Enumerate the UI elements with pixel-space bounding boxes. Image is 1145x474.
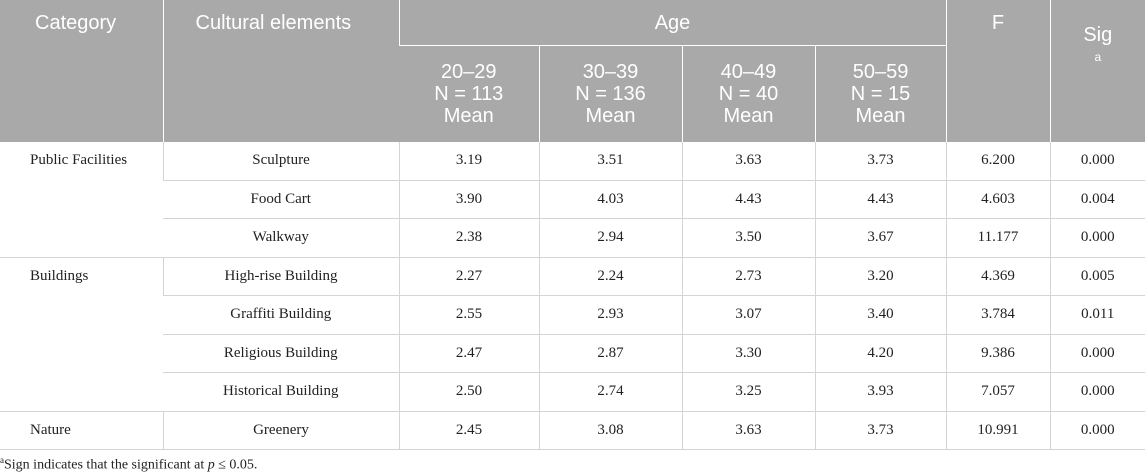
mean-cell: 4.20 bbox=[814, 334, 947, 373]
mean-cell: 3.19 bbox=[398, 142, 539, 181]
mean-cell: 3.20 bbox=[814, 257, 947, 296]
f-cell: 9.386 bbox=[945, 334, 1051, 373]
mean-cell: 2.50 bbox=[398, 372, 539, 412]
header-f: F bbox=[945, 0, 1051, 142]
mean-cell: 3.07 bbox=[681, 295, 815, 335]
mean-cell: 3.73 bbox=[814, 411, 947, 450]
mean-cell: 3.73 bbox=[814, 142, 947, 181]
mean-cell: 2.73 bbox=[681, 257, 815, 296]
table-body: Public Facilities Sculpture 3.19 3.51 3.… bbox=[0, 142, 1145, 450]
header-age-group: 20–29 N = 113 Mean bbox=[399, 45, 539, 142]
mean-cell: 2.55 bbox=[398, 295, 539, 335]
mean-cell: 3.25 bbox=[681, 372, 815, 412]
element-cell: Walkway bbox=[163, 218, 399, 258]
table-row: Nature Greenery 2.45 3.08 3.63 3.73 10.9… bbox=[0, 411, 1145, 450]
results-table: Category Cultural elements Age F Sig a 20… bbox=[0, 0, 1145, 450]
sig-cell: 0.005 bbox=[1049, 257, 1145, 296]
sig-cell: 0.000 bbox=[1049, 411, 1145, 450]
table-row: Religious Building 2.47 2.87 3.30 4.20 9… bbox=[0, 334, 1145, 373]
element-cell: Food Cart bbox=[163, 180, 399, 219]
mean-cell: 3.67 bbox=[814, 218, 947, 258]
element-cell: Sculpture bbox=[162, 142, 399, 181]
mean-cell: 2.38 bbox=[398, 218, 539, 258]
header-row-age-groups: 20–29 N = 113 Mean 30–39 N = 136 Mean 40… bbox=[0, 45, 1145, 142]
table-row: Public Facilities Sculpture 3.19 3.51 3.… bbox=[0, 142, 1145, 258]
header-sig: Sig a bbox=[1049, 0, 1145, 142]
header-age-group: 50–59 N = 15 Mean bbox=[814, 45, 947, 142]
mean-cell: 2.45 bbox=[398, 411, 539, 450]
mean-cell: 3.40 bbox=[814, 295, 947, 335]
f-cell: 7.057 bbox=[945, 372, 1051, 412]
category-cell: Public Facilities bbox=[0, 142, 163, 258]
sig-cell: 0.000 bbox=[1049, 142, 1145, 181]
mean-cell: 2.74 bbox=[538, 372, 682, 412]
table-row: Food Cart 3.90 4.03 4.43 4.43 4.603 0.00… bbox=[0, 180, 1145, 219]
mean-cell: 3.90 bbox=[398, 180, 539, 219]
table-row: Walkway 2.38 2.94 3.50 3.67 11.177 0.000 bbox=[0, 218, 1145, 258]
footnote-text-before: Sign indicates that the significant at bbox=[4, 457, 208, 473]
f-cell: 11.177 bbox=[945, 218, 1051, 258]
mean-cell: 2.94 bbox=[538, 218, 682, 258]
mean-cell: 2.27 bbox=[398, 257, 539, 296]
mean-cell: 3.63 bbox=[681, 142, 815, 181]
mean-cell: 3.63 bbox=[681, 411, 815, 450]
mean-cell: 2.93 bbox=[538, 295, 682, 335]
header-age-group: 30–39 N = 136 Mean bbox=[538, 45, 682, 142]
footnote-text-after: ≤ 0.05. bbox=[214, 457, 258, 473]
f-cell: 10.991 bbox=[945, 411, 1051, 450]
mean-cell: 3.08 bbox=[538, 411, 682, 450]
header-age: Age bbox=[398, 0, 947, 46]
f-cell: 4.369 bbox=[945, 257, 1051, 296]
table-footnote: aSign indicates that the significant at … bbox=[0, 455, 257, 474]
table-row: Buildings High-rise Building 2.27 2.24 2… bbox=[0, 257, 1145, 412]
element-cell: Religious Building bbox=[163, 334, 399, 373]
mean-cell: 4.43 bbox=[681, 180, 815, 219]
mean-cell: 2.87 bbox=[538, 334, 682, 373]
table-row: Historical Building 2.50 2.74 3.25 3.93 … bbox=[0, 372, 1145, 412]
mean-cell: 3.93 bbox=[814, 372, 947, 412]
mean-cell: 2.24 bbox=[538, 257, 682, 296]
element-cell: Graffiti Building bbox=[163, 295, 399, 335]
footnote-marker: a bbox=[0, 455, 4, 465]
mean-cell: 3.30 bbox=[681, 334, 815, 373]
category-cell: Buildings bbox=[0, 257, 163, 412]
element-cell: Historical Building bbox=[163, 372, 399, 412]
table-row: Graffiti Building 2.55 2.93 3.07 3.40 3.… bbox=[0, 295, 1145, 335]
category-cell: Nature bbox=[0, 411, 163, 450]
sig-cell: 0.004 bbox=[1049, 180, 1145, 219]
mean-cell: 2.47 bbox=[398, 334, 539, 373]
sig-cell: 0.000 bbox=[1049, 334, 1145, 373]
f-cell: 4.603 bbox=[945, 180, 1051, 219]
mean-cell: 3.51 bbox=[538, 142, 682, 181]
sig-cell: 0.000 bbox=[1049, 218, 1145, 258]
mean-cell: 3.50 bbox=[681, 218, 815, 258]
header-category: Category bbox=[0, 0, 163, 142]
sig-cell: 0.011 bbox=[1049, 295, 1145, 335]
f-cell: 6.200 bbox=[945, 142, 1051, 181]
element-cell: Greenery bbox=[162, 411, 399, 450]
header-row-top: Category Cultural elements Age F Sig a bbox=[0, 0, 1145, 142]
f-cell: 3.784 bbox=[945, 295, 1051, 335]
mean-cell: 4.43 bbox=[814, 180, 947, 219]
header-age-group: 40–49 N = 40 Mean bbox=[681, 45, 815, 142]
element-cell: High-rise Building bbox=[162, 257, 399, 296]
footnote-variable: p bbox=[207, 457, 215, 473]
mean-cell: 4.03 bbox=[538, 180, 682, 219]
sig-cell: 0.000 bbox=[1049, 372, 1145, 412]
header-cultural-elements: Cultural elements bbox=[162, 0, 399, 142]
